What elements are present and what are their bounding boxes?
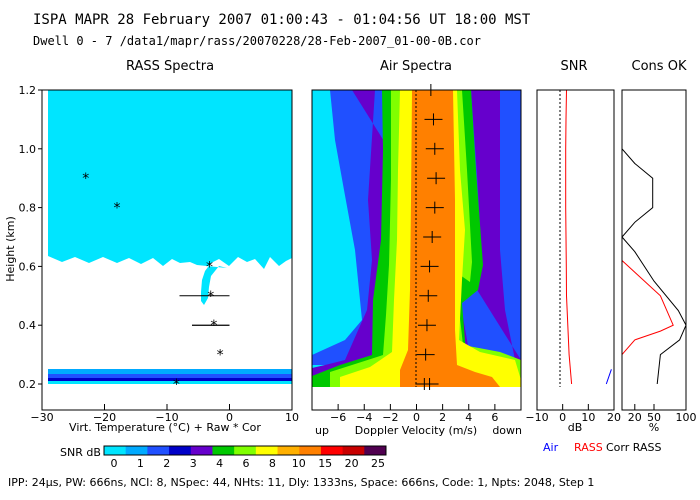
cons-panel [621,89,687,411]
snr-xtick-label: 20 [607,411,621,424]
cons-title: Cons OK [632,59,687,74]
colorbar-swatch [342,446,365,455]
rass-cyan-region [48,90,292,305]
air_spectra-xtick-label: −4 [356,411,372,424]
colorbar-tick-label: 3 [190,457,197,470]
colorbar-tick-label: 10 [292,457,306,470]
air_spectra-xtick-label: 2 [439,411,446,424]
height-axis-label: Height (km) [4,216,17,282]
cons_ok-series-rass [621,260,674,355]
cons_ok-xtick-label: 50 [647,411,661,424]
cons_ok-series-corr [621,148,687,385]
colorbar-swatch [277,446,300,455]
rass_spectra-xtick-label: 0 [226,411,233,424]
snr-series-air [605,369,612,385]
legend-rass: RASS [574,441,603,454]
height-tick-label: 0.6 [19,260,37,273]
snr-xtick-label: 0 [559,411,566,424]
colorbar: 0 1 2 3 4 6 8 10 15 20 25 [103,445,387,470]
colorbar-swatch [190,446,213,455]
colorbar-swatch [299,446,322,455]
snr-panel [536,89,615,411]
air_spectra-xtick-label: −6 [330,411,346,424]
cor-point: * [114,201,121,217]
air-title: Air Spectra [380,59,452,74]
colorbar-swatch [125,446,148,455]
snr-series-rass [565,89,573,385]
colorbar-tick-label: 1 [137,457,144,470]
height-tick-label: 0.8 [19,202,37,215]
air_spectra-xtick-label: 6 [491,411,498,424]
rass-title: RASS Spectra [126,59,214,74]
cor-point: * [210,318,217,334]
air-level-6 [400,90,500,387]
rass_spectra-xtick-label: −30 [30,411,53,424]
rass_spectra-xtick-label: −20 [93,411,116,424]
colorbar-tick-label: 2 [163,457,170,470]
height-tick-label: 0.4 [19,319,37,332]
colorbar-swatch [234,446,257,455]
rass-band-1 [48,369,292,374]
rass-band-3 [48,378,292,381]
colorbar-tick-label: 25 [371,457,385,470]
colorbar-swatch [212,446,235,455]
cons-frame [621,89,687,411]
air-up-label: up [315,424,329,437]
height-tick-label: 0.2 [19,378,37,391]
rass_spectra-xtick-label: 10 [285,411,299,424]
x-axes: −30 −20 −10 0 10 −6 −4 −2 0 2 4 6 −10 0 10 20 20 50 100 [30,404,697,424]
air_spectra-xtick-label: 0 [413,411,420,424]
colorbar-swatch [364,446,387,455]
cor-point: * [207,289,214,305]
colorbar-swatch [147,446,170,455]
colorbar-tick-label: 15 [318,457,332,470]
colorbar-swatch [169,446,192,455]
air-panel [311,84,522,411]
snr-xlabel: dB [568,421,583,434]
colorbar-swatch [320,446,344,455]
height-tick-label: 1.2 [19,84,37,97]
rass-band-5 [48,384,292,387]
footer-params: IPP: 24μs, PW: 666ns, NCI: 8, NSpec: 44,… [8,476,594,489]
snr-title: SNR [560,59,587,74]
cor-point: * [206,259,213,275]
air_spectra-xtick-label: −2 [382,411,398,424]
snr-xtick-label: 10 [581,411,595,424]
colorbar-label: SNR dB [60,446,101,459]
air-xlabel: Doppler Velocity (m/s) [355,424,477,437]
colorbar-tick-label: 6 [243,457,250,470]
air-down-label: down [492,424,522,437]
legend-air: Air [543,441,559,454]
header-line-2: Dwell 0 - 7 /data1/mapr/rass/20070228/28… [33,34,481,48]
rass_spectra-xtick-label: −10 [155,411,178,424]
colorbar-tick-label: 8 [269,457,276,470]
height-axis: 0.2 0.4 0.6 0.8 1.0 1.2 [19,84,42,391]
cons-xlabel: % [649,421,659,434]
cons_ok-xtick-label: 100 [676,411,697,424]
colorbar-tick-label: 4 [216,457,223,470]
rass-band-2 [48,374,292,378]
snr-frame [536,89,615,411]
snr-xtick-label: −10 [525,411,548,424]
cons_ok-xtick-label: 20 [628,411,642,424]
colorbar-frame [103,445,387,456]
cor-point: * [217,348,224,364]
colorbar-tick-label: 20 [345,457,359,470]
colorbar-swatch [104,446,127,455]
cor-point: * [173,377,180,393]
rass-band-4 [48,381,292,384]
rass-panel: ******* [41,89,293,411]
colorbar-tick-label: 0 [111,457,118,470]
header-line-1: ISPA MAPR 28 February 2007 01:00:43 - 01… [33,12,531,28]
height-tick-label: 1.0 [19,143,37,156]
cor-point: * [82,171,89,187]
rass-xlabel: Virt. Temperature (°C) + Raw * Cor [69,421,261,434]
colorbar-swatch [255,446,279,455]
legend-corr: Corr RASS [606,441,661,454]
air_spectra-xtick-label: 4 [465,411,472,424]
